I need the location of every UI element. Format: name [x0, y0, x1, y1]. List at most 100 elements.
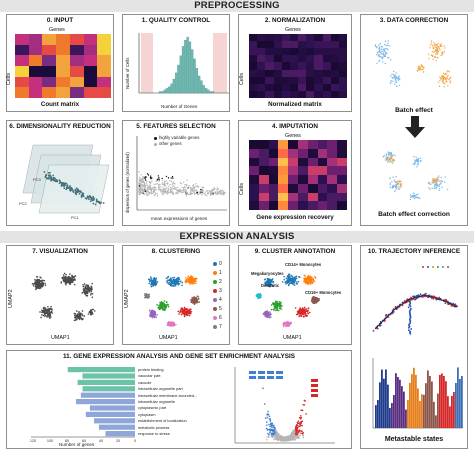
- heatmap-cell: [273, 55, 282, 63]
- gsea-bar: [89, 405, 135, 411]
- count-matrix-heatmap: [15, 34, 111, 98]
- heatmap-cell: [258, 157, 269, 167]
- heatmap-cell: [97, 66, 111, 77]
- heatmap-cell: [307, 166, 318, 175]
- gsea-bar: [85, 411, 135, 417]
- heatmap-cell: [314, 34, 323, 42]
- heatmap-cell: [289, 83, 298, 91]
- heatmap-cell: [249, 69, 258, 77]
- histogram-bar: [211, 91, 215, 94]
- gsea-bar: [77, 379, 135, 385]
- heatmap-cell: [314, 76, 323, 84]
- feature-scatter: [136, 136, 227, 211]
- heatmap-cell: [317, 183, 328, 193]
- heatmap-cell: [28, 34, 43, 45]
- heatmap-cell: [268, 175, 279, 184]
- heatmap-cell: [288, 140, 298, 149]
- heatmap-cell: [257, 48, 266, 56]
- heatmap-cell: [306, 41, 315, 49]
- heatmap-cell: [327, 183, 338, 193]
- heatmap-cell: [83, 34, 98, 45]
- cluster-legend-label: 6: [219, 315, 222, 321]
- heatmap-cell: [281, 83, 290, 91]
- histogram-bar: [168, 86, 171, 94]
- heatmap-cell: [15, 55, 29, 66]
- histogram-bar: [195, 68, 198, 94]
- heatmap-cell: [249, 41, 258, 49]
- heatmap-cell: [97, 44, 111, 56]
- heatmap-cell: [298, 148, 308, 158]
- heatmap-cell: [265, 62, 274, 70]
- cluster-legend-label: 4: [219, 297, 222, 303]
- genes-label: Genes: [285, 27, 301, 33]
- x-axis-label: Number of Genes: [161, 104, 198, 109]
- umap-annotated: [255, 273, 320, 328]
- heatmap-cell: [258, 201, 269, 210]
- heatmap-cell: [28, 44, 43, 56]
- heatmap-cell: [289, 69, 298, 77]
- heatmap-cell: [28, 66, 43, 77]
- heatmap-cell: [322, 48, 331, 56]
- heatmap-cell: [322, 62, 331, 70]
- gsea-term-label: establishment of localization: [138, 418, 187, 424]
- cluster-legend-swatch: [213, 271, 217, 275]
- heatmap-cell: [69, 44, 84, 56]
- heatmap-cell: [337, 166, 347, 175]
- heatmap-cell: [278, 140, 289, 149]
- legend-hvg-label: highly variable genes: [159, 135, 200, 140]
- heatmap-cell: [322, 55, 331, 63]
- gsea-tick-label: 20: [116, 439, 120, 443]
- histogram-bar: [165, 88, 169, 94]
- heatmap-cell: [289, 62, 298, 70]
- heatmap-cell: [258, 148, 269, 158]
- legend-other-swatch: [154, 143, 157, 146]
- heatmap-cell: [327, 148, 338, 158]
- panel-imputation: 4. IMPUTATION Genes Cells Gene expressio…: [238, 120, 352, 226]
- heatmap-cell: [330, 48, 339, 56]
- cluster-legend-swatch: [213, 280, 217, 284]
- heatmap-cell: [327, 201, 338, 210]
- qc-histogram: [138, 33, 229, 94]
- heatmap-cell: [28, 76, 43, 88]
- heatmap-cell: [317, 192, 328, 202]
- cluster-legend-label: 0: [219, 261, 222, 267]
- down-arrow-icon: [405, 116, 425, 138]
- heatmap-cell: [249, 201, 259, 210]
- imputed-matrix-heatmap: [249, 140, 347, 210]
- heatmap-cell: [337, 192, 347, 202]
- heatmap-cell: [298, 34, 307, 42]
- panel-features-selection: 5. FEATURES SELECTION dispersion of gene…: [122, 120, 230, 226]
- heatmap-cell: [288, 192, 298, 202]
- panel-caption: Gene expression recovery: [256, 214, 334, 221]
- heatmap-cell: [278, 175, 289, 184]
- heatmap-cell: [278, 192, 289, 202]
- histogram-bar: [181, 46, 185, 94]
- heatmap-cell: [317, 157, 328, 167]
- heatmap-cell: [257, 62, 266, 70]
- y-axis-label: UMAP2: [8, 289, 14, 308]
- heatmap-cell: [298, 175, 308, 184]
- heatmap-cell: [338, 69, 347, 77]
- panel-clustering: 8. CLUSTERING UMAP2 0 1 2 3 4 5 6 7 UMAP1: [122, 245, 230, 345]
- x-axis-label: mean expressions of genes: [151, 216, 208, 221]
- gsea-term-label: cytoplasmic part: [138, 405, 167, 411]
- heatmap-cell: [307, 192, 318, 202]
- batch-corrected-umap: [382, 151, 449, 201]
- heatmap-cell: [314, 83, 323, 91]
- heatmap-cell: [298, 90, 307, 98]
- heatmap-cell: [330, 41, 339, 49]
- gsea-term-label: cytoplasm: [138, 411, 156, 417]
- heatmap-cell: [258, 140, 269, 149]
- heatmap-cell: [306, 83, 315, 91]
- cells-label: Cells: [239, 183, 245, 195]
- gsea-bar: [75, 399, 135, 405]
- panel-input: 0. INPUT Genes Cells Count matrix: [6, 14, 114, 112]
- heatmap-cell: [288, 201, 298, 210]
- heatmap-cell: [28, 55, 43, 66]
- heatmap-cell: [288, 175, 298, 184]
- panel-visualization: 7. VISUALIZATION UMAP2 UMAP1: [6, 245, 114, 345]
- panel-title: 10. TRAJECTORY INFERENCE: [367, 248, 461, 255]
- heatmap-cell: [298, 48, 307, 56]
- heatmap-cell: [278, 183, 289, 193]
- heatmap-cell: [273, 41, 282, 49]
